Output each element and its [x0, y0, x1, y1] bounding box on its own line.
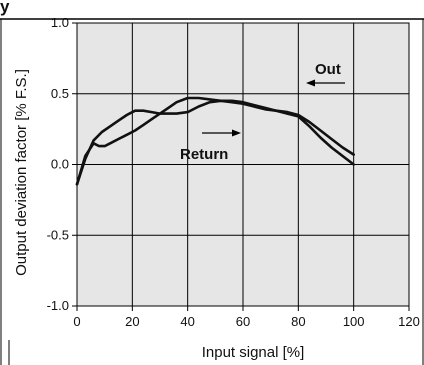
x-tick-label: 80: [291, 314, 305, 329]
series-line-return: [75, 96, 355, 186]
x-tick-label: 0: [73, 314, 80, 329]
y-tick-label: -1.0: [47, 298, 69, 313]
y-tick-label: 0.5: [51, 86, 69, 101]
annotation-out: Out: [315, 61, 341, 78]
arrow-right-icon: [202, 129, 241, 137]
x-tick-label: 60: [236, 314, 250, 329]
x-tick-label: 100: [343, 314, 365, 329]
x-tick-label: 20: [125, 314, 139, 329]
x-tick-label: 40: [180, 314, 194, 329]
y-tick-label: -0.5: [47, 227, 69, 242]
y-axis-label: Output deviation factor [% F.S.]: [13, 69, 30, 276]
series-layer: [75, 96, 355, 186]
series-line-out: [75, 99, 355, 186]
arrow-left-icon: [306, 79, 345, 87]
header-fragment: y: [0, 0, 10, 16]
annotation-return: Return: [180, 146, 228, 163]
y-tick-label: 0.0: [51, 157, 69, 172]
y-tick-label: 1.0: [51, 15, 69, 30]
ticks-layer: 0 20 40 60 80 100 120 1.0 0.5 0.0 -0.5 -1.0: [47, 15, 420, 329]
x-tick-label: 120: [398, 314, 420, 329]
x-axis-label: Input signal [%]: [202, 344, 305, 361]
